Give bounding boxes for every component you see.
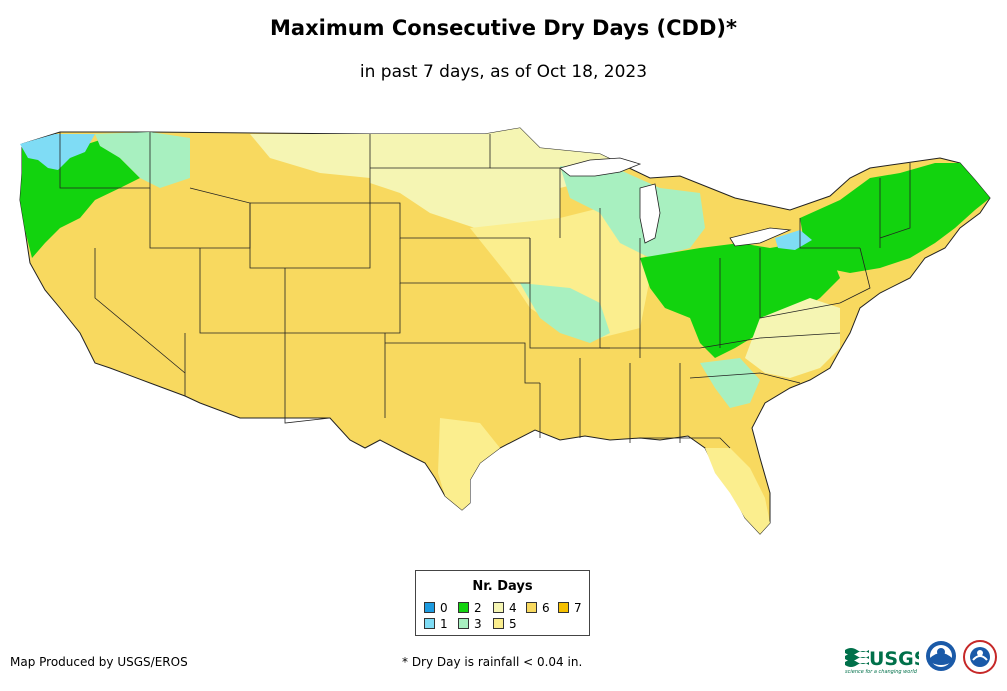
legend-title: Nr. Days — [472, 579, 533, 594]
ohio-green — [640, 243, 840, 358]
pnw-mint — [95, 132, 190, 188]
mid-atlantic-pale — [745, 298, 840, 378]
pnw-green — [20, 140, 140, 258]
florida-pale — [705, 448, 770, 534]
northeast-green — [800, 163, 990, 273]
lake-michigan — [639, 183, 661, 244]
legend-swatch-6 — [526, 602, 537, 613]
nws-logo — [963, 640, 997, 674]
nrockies-pale — [250, 134, 370, 178]
midwest-mint — [520, 283, 610, 343]
us-cdd-map — [19, 127, 991, 535]
pnw-blue — [20, 134, 95, 170]
legend-swatch-2 — [458, 602, 469, 613]
legend-swatch-5 — [493, 618, 504, 629]
state-borders — [59, 132, 911, 449]
midwest-pale — [470, 208, 650, 338]
legend-swatch-0 — [424, 602, 435, 613]
southeast-mint — [700, 358, 760, 408]
plains-pale — [370, 128, 625, 233]
noaa-logo — [926, 641, 956, 671]
lake-superior — [559, 157, 642, 177]
usgs-tagline: science for a changing world — [845, 669, 918, 675]
lake-erie-blue — [775, 230, 812, 250]
legend-label-5: 5 — [509, 617, 517, 631]
great-lakes-mint — [560, 166, 705, 258]
legend-label-1: 1 — [440, 617, 448, 631]
usgs-wordmark: USGS — [869, 648, 919, 670]
legend-label-4: 4 — [509, 601, 517, 615]
legend-label-7: 7 — [574, 601, 582, 615]
map-subtitle: in past 7 days, as of Oct 18, 2023 — [359, 62, 648, 82]
legend-swatch-7 — [558, 602, 569, 613]
legend-swatch-1 — [424, 618, 435, 629]
legend-label-2: 2 — [474, 601, 482, 615]
legend-label-3: 3 — [474, 617, 482, 631]
legend-swatch-4 — [493, 602, 504, 613]
map-title: Maximum Consecutive Dry Days (CDD)* — [270, 16, 737, 40]
legend: Nr. Days 0 1 2 3 4 5 6 7 — [415, 570, 590, 636]
legend-label-0: 0 — [440, 601, 448, 615]
legend-swatch-3 — [458, 618, 469, 629]
lake-erie — [729, 227, 792, 247]
dry-day-footnote: * Dry Day is rainfall < 0.04 in. — [402, 655, 583, 669]
map-credit: Map Produced by USGS/EROS — [10, 655, 188, 669]
legend-label-6: 6 — [542, 601, 550, 615]
usgs-logo: USGS science for a changing world — [845, 648, 919, 675]
south-texas-pale — [438, 418, 500, 510]
